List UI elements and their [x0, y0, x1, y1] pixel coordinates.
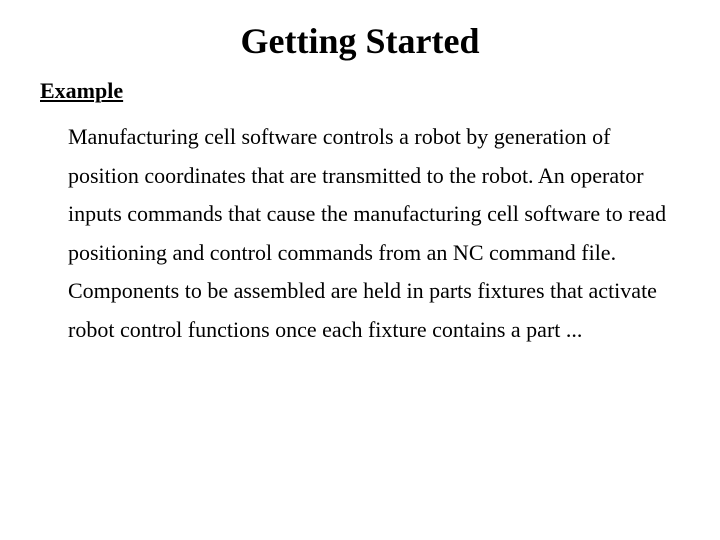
body-paragraph: Manufacturing cell software controls a r… — [40, 118, 680, 349]
section-heading: Example — [40, 78, 680, 104]
page-title: Getting Started — [40, 20, 680, 62]
